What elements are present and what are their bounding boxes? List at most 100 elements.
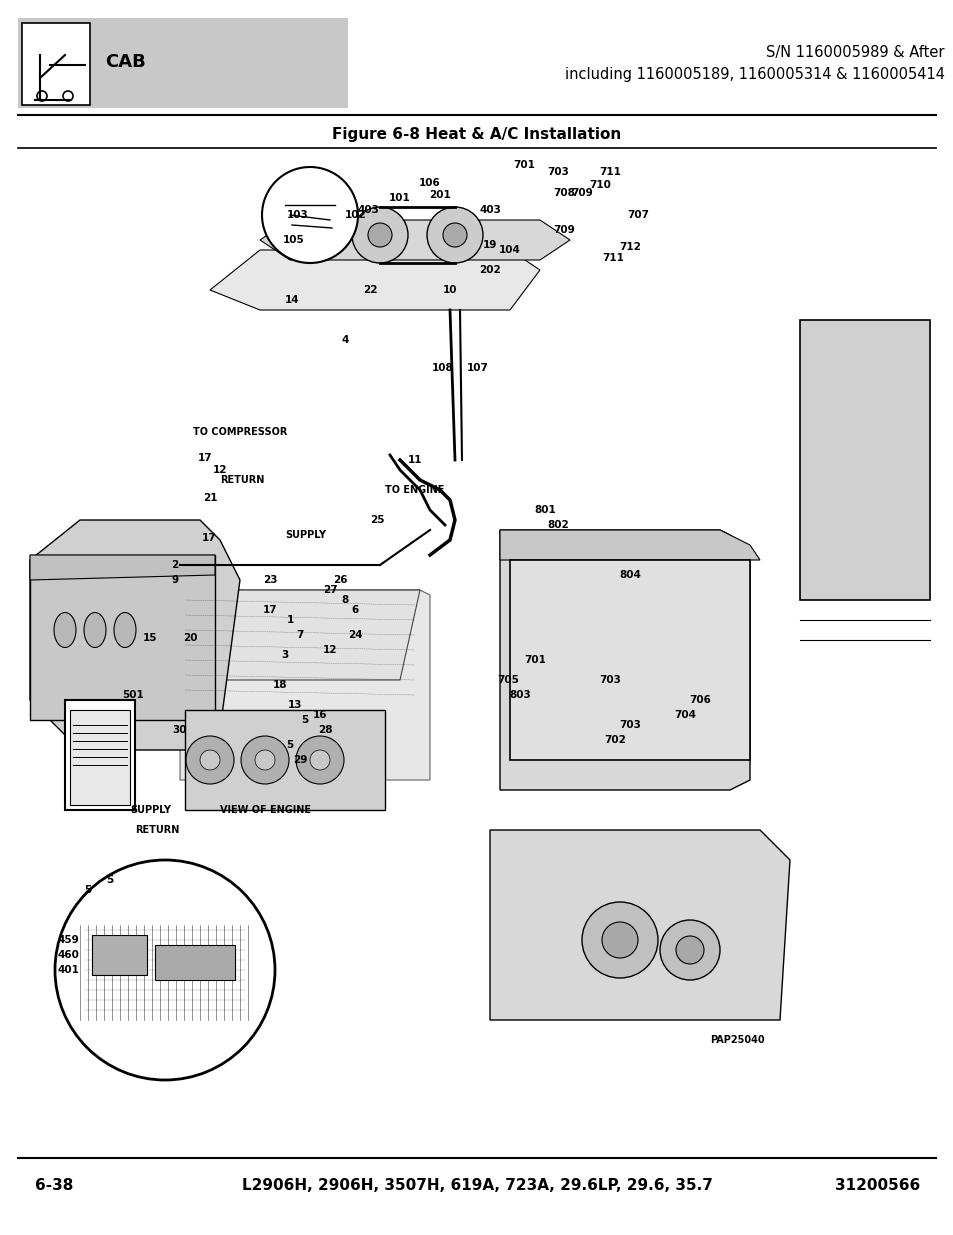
Bar: [70, 710, 130, 805]
Text: 103: 103: [287, 210, 309, 220]
Text: 6-38: 6-38: [35, 1177, 73, 1193]
Text: TO ENGINE: TO ENGINE: [385, 485, 444, 495]
Polygon shape: [30, 520, 240, 750]
Polygon shape: [30, 555, 214, 580]
Text: 28: 28: [317, 725, 332, 735]
Text: CAB: CAB: [105, 53, 146, 70]
Circle shape: [186, 736, 233, 784]
Text: 8: 8: [341, 595, 348, 605]
Circle shape: [295, 736, 344, 784]
Bar: [91, 935, 147, 974]
Text: 712: 712: [618, 242, 640, 252]
Circle shape: [55, 860, 274, 1079]
Circle shape: [200, 750, 220, 769]
Text: 403: 403: [356, 205, 378, 215]
Text: 10: 10: [442, 285, 456, 295]
Text: 17: 17: [262, 605, 277, 615]
Text: 804: 804: [618, 571, 640, 580]
Text: 29: 29: [293, 755, 307, 764]
Text: 5: 5: [84, 885, 91, 895]
Text: 6: 6: [351, 605, 358, 615]
Circle shape: [241, 736, 289, 784]
Text: 701: 701: [513, 161, 535, 170]
Text: 101: 101: [389, 193, 411, 203]
Text: 26: 26: [333, 576, 347, 585]
Text: 18: 18: [273, 680, 287, 690]
Text: 104: 104: [498, 245, 520, 254]
Text: 31200566: 31200566: [834, 1177, 919, 1193]
Polygon shape: [499, 530, 749, 790]
Text: including 1160005189, 1160005314 & 1160005414: including 1160005189, 1160005314 & 11600…: [564, 68, 944, 83]
Text: 709: 709: [571, 188, 592, 198]
Text: 107: 107: [467, 363, 489, 373]
Polygon shape: [490, 830, 789, 1020]
Text: RETURN: RETURN: [220, 475, 264, 485]
Circle shape: [254, 750, 274, 769]
Text: 704: 704: [673, 710, 696, 720]
FancyBboxPatch shape: [18, 19, 348, 107]
Polygon shape: [260, 220, 569, 261]
Text: L2906H, 2906H, 3507H, 619A, 723A, 29.6LP, 29.6, 35.7: L2906H, 2906H, 3507H, 619A, 723A, 29.6LP…: [241, 1177, 712, 1193]
Circle shape: [310, 750, 330, 769]
Circle shape: [262, 167, 357, 263]
Text: 710: 710: [588, 180, 610, 190]
Bar: [22, 23, 90, 105]
Text: 706: 706: [688, 695, 710, 705]
Text: PAP25040: PAP25040: [709, 1035, 763, 1045]
Text: 501: 501: [122, 690, 144, 700]
Text: 5: 5: [107, 876, 113, 885]
Circle shape: [442, 224, 467, 247]
Text: 102: 102: [345, 210, 367, 220]
Circle shape: [352, 207, 408, 263]
Polygon shape: [210, 249, 539, 310]
Text: 707: 707: [626, 210, 648, 220]
Polygon shape: [499, 840, 780, 990]
Ellipse shape: [54, 613, 76, 647]
Text: 13: 13: [288, 700, 302, 710]
Text: 202: 202: [478, 266, 500, 275]
Text: 3: 3: [281, 650, 289, 659]
Bar: [65, 700, 135, 810]
Text: 20: 20: [183, 634, 197, 643]
Circle shape: [581, 902, 658, 978]
Text: 702: 702: [603, 735, 625, 745]
Text: 703: 703: [546, 167, 568, 177]
Text: 701: 701: [523, 655, 545, 664]
Text: 27: 27: [322, 585, 337, 595]
Text: 711: 711: [598, 167, 620, 177]
Text: 22: 22: [362, 285, 376, 295]
Text: 803: 803: [509, 690, 530, 700]
Text: 460: 460: [57, 950, 79, 960]
Text: 1: 1: [286, 615, 294, 625]
Polygon shape: [160, 590, 419, 680]
Text: 703: 703: [598, 676, 620, 685]
Text: VIEW OF ENGINE: VIEW OF ENGINE: [220, 805, 311, 815]
Ellipse shape: [113, 613, 136, 647]
Bar: [154, 945, 234, 981]
Text: 30: 30: [172, 725, 187, 735]
Text: 705: 705: [497, 676, 518, 685]
Text: 19: 19: [482, 240, 497, 249]
Bar: [510, 559, 749, 760]
Text: 2: 2: [172, 559, 178, 571]
Circle shape: [427, 207, 482, 263]
Text: 5: 5: [286, 740, 294, 750]
Bar: [800, 320, 929, 600]
Text: 14: 14: [284, 295, 299, 305]
Text: 708: 708: [553, 188, 575, 198]
Text: 17: 17: [201, 534, 216, 543]
Ellipse shape: [84, 613, 106, 647]
Circle shape: [368, 224, 392, 247]
Text: S/N 1160005989 & After: S/N 1160005989 & After: [765, 44, 944, 59]
Text: 711: 711: [601, 253, 623, 263]
Bar: [30, 555, 214, 720]
Text: TO COMPRESSOR: TO COMPRESSOR: [193, 427, 287, 437]
Text: 703: 703: [618, 720, 640, 730]
Text: 106: 106: [418, 178, 440, 188]
Text: 9: 9: [172, 576, 178, 585]
Text: 4: 4: [341, 335, 349, 345]
Polygon shape: [499, 530, 760, 559]
Text: 108: 108: [432, 363, 454, 373]
Text: 105: 105: [283, 235, 305, 245]
Text: 7: 7: [296, 630, 303, 640]
